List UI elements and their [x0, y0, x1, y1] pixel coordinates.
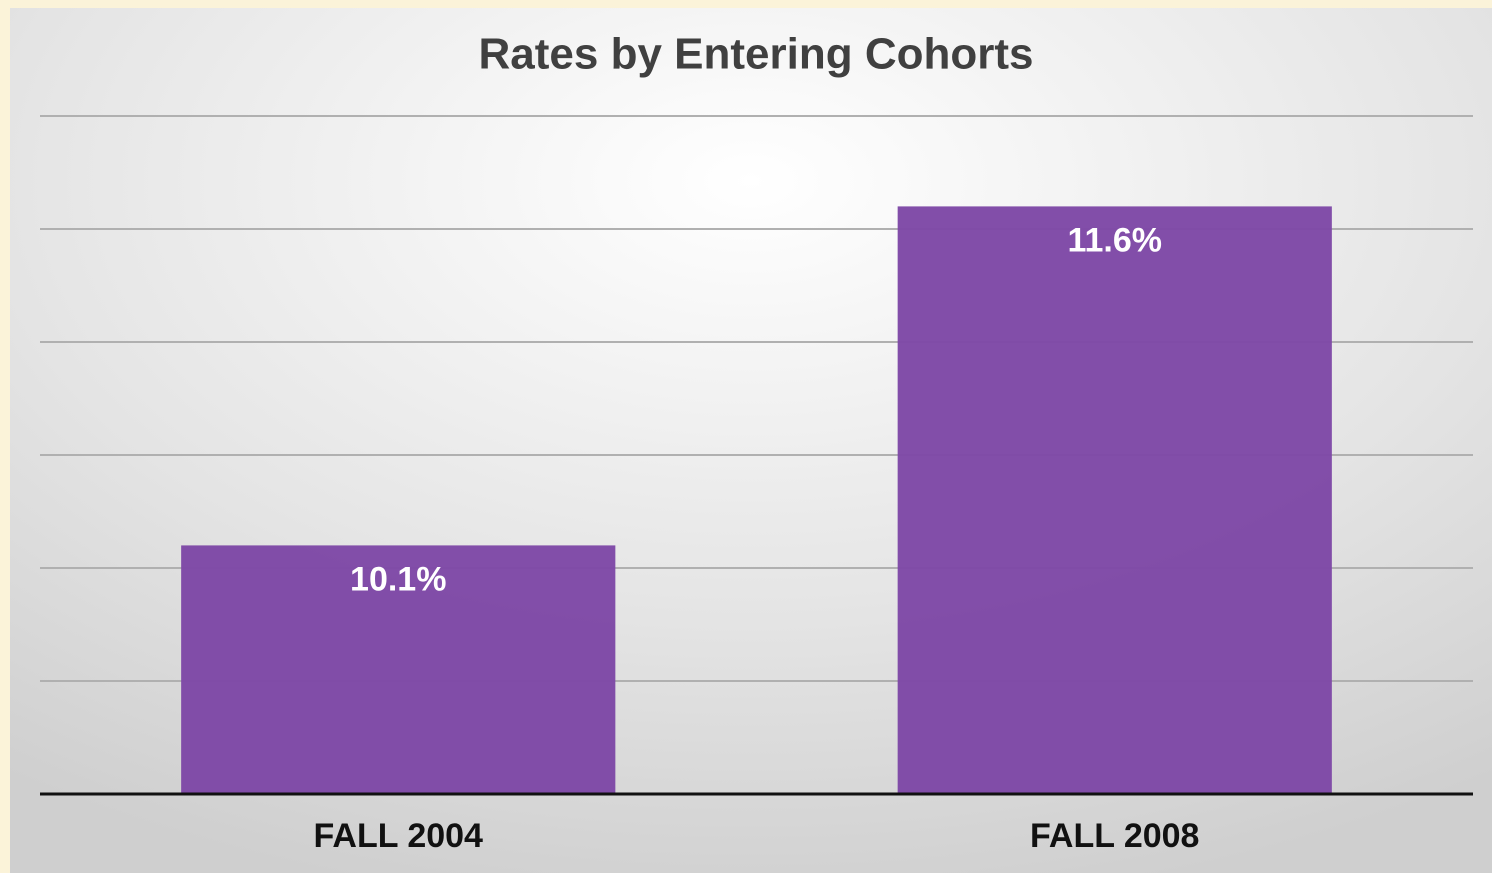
x-tick-label: FALL 2004 — [314, 817, 484, 855]
bar — [181, 545, 616, 794]
chart-title: Rates by Entering Cohorts — [479, 30, 1034, 79]
x-tick-label: FALL 2008 — [1030, 817, 1199, 855]
bar — [897, 206, 1332, 794]
data-label: 10.1% — [350, 560, 446, 598]
data-label: 11.6% — [1067, 221, 1162, 259]
